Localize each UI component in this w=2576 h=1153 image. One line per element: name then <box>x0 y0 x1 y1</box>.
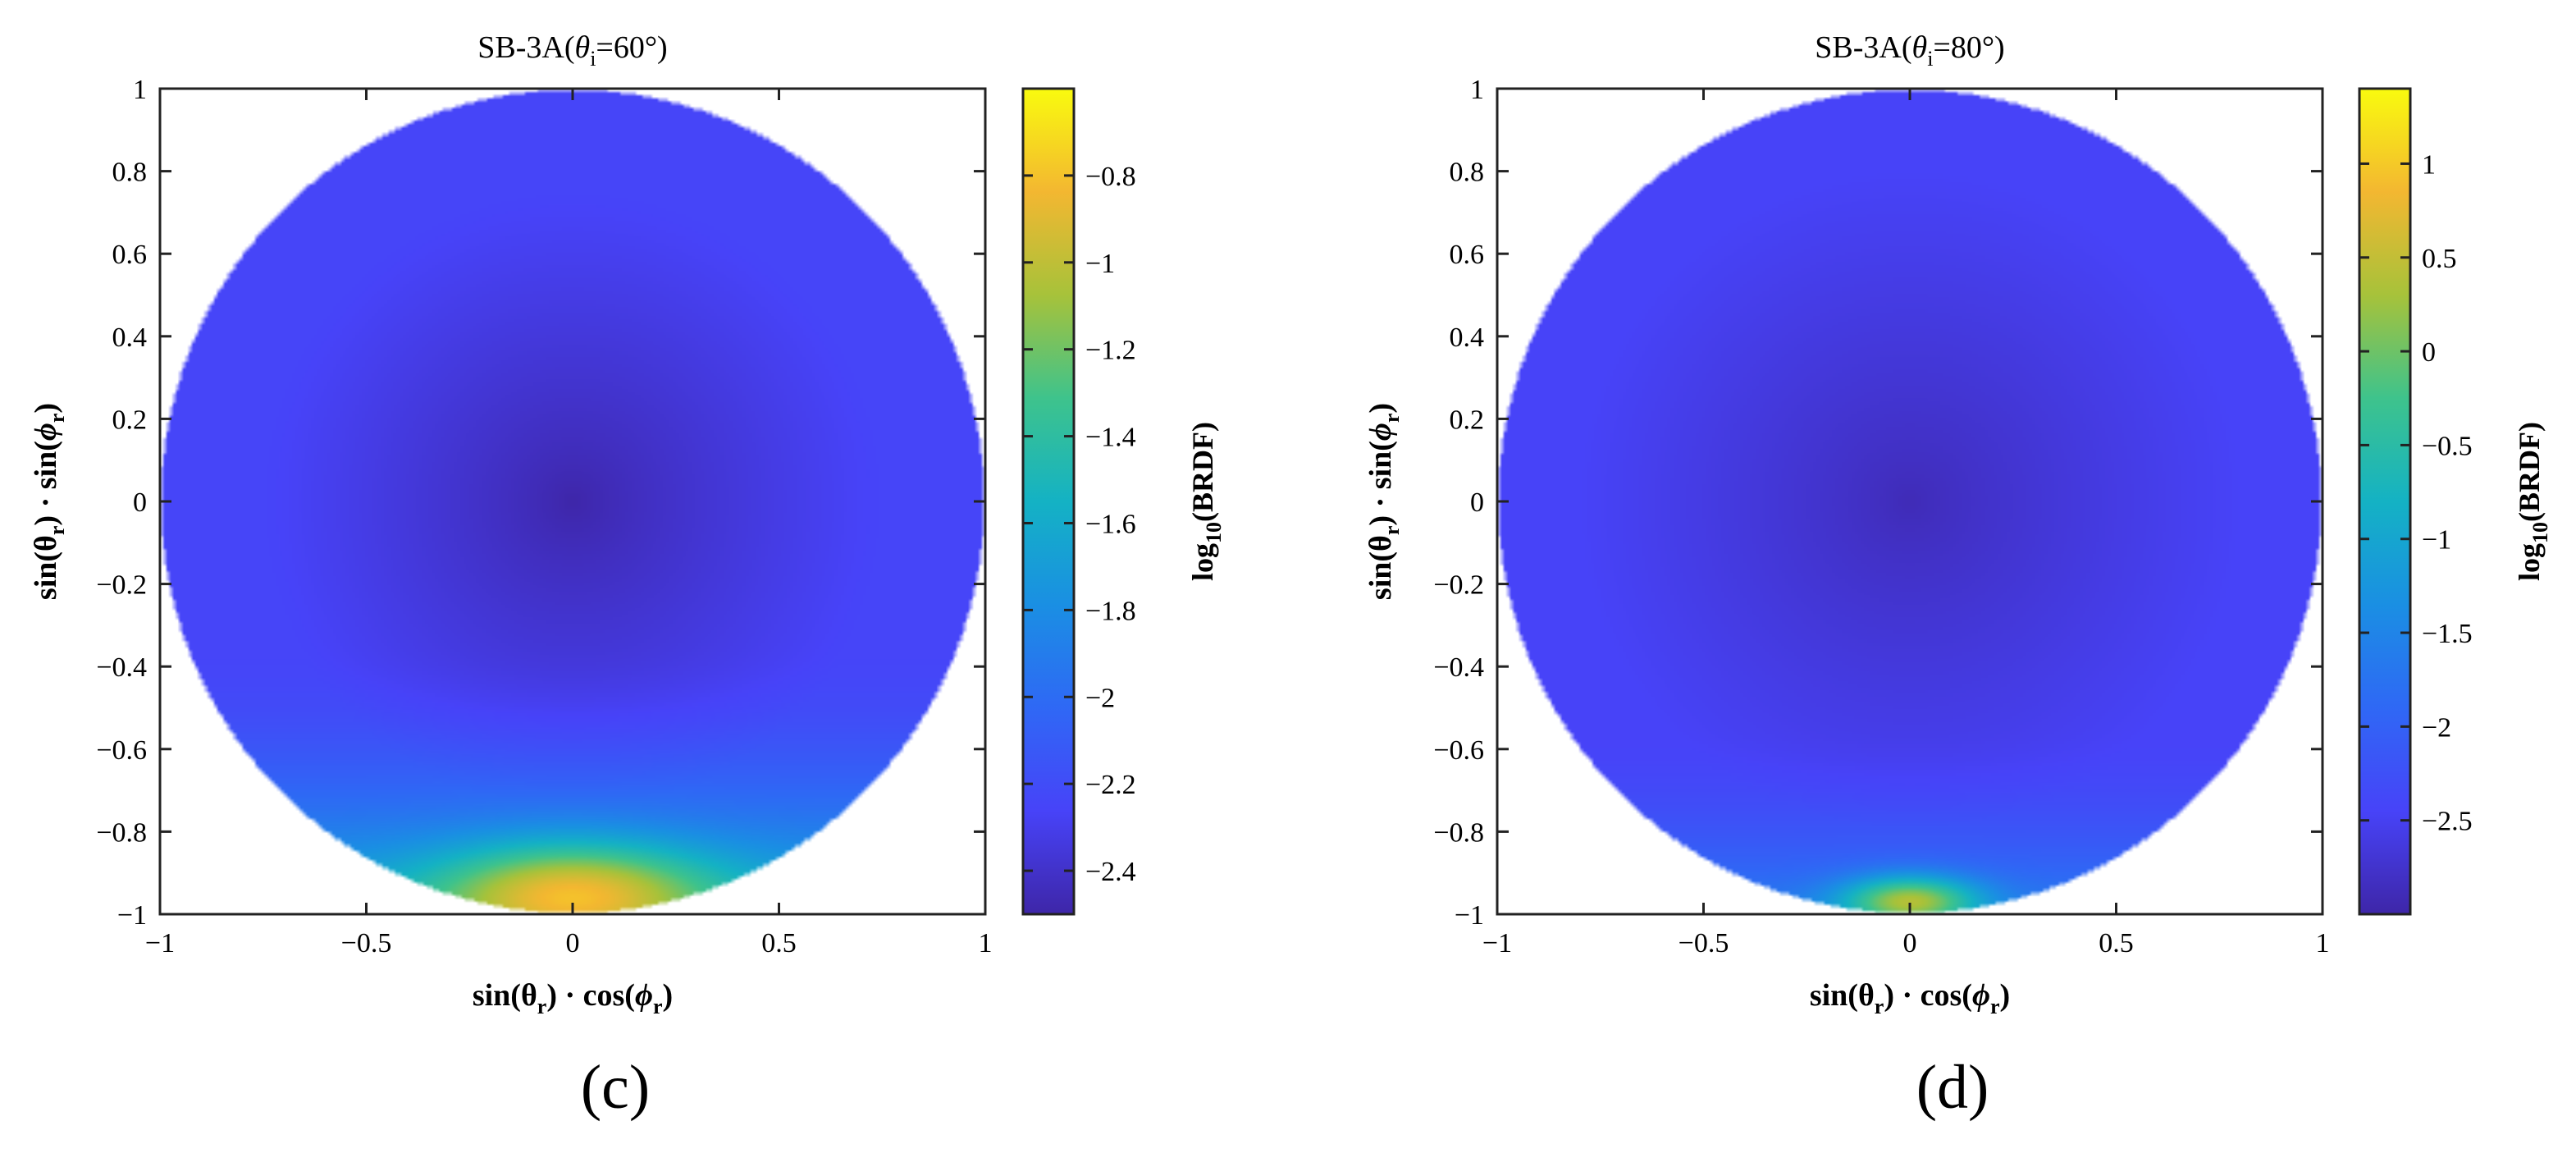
panel-c-title: SB-3A(θi=60°) <box>477 30 667 71</box>
panel-c-colorbar-tick-label: −0.8 <box>1085 162 1136 192</box>
panel-c-ytick-label: −1 <box>117 900 147 931</box>
panel-c-colorbar-tick-label: −2.2 <box>1085 770 1136 800</box>
panel-d-ytick-label: 0.6 <box>1450 240 1485 270</box>
panel-d-axis-ticks: −1 −0.5 0 0.5 1 1 0.8 0.6 0.4 0.2 0 −0.2 −0.4 −0.6 −0.… <box>1433 75 2329 959</box>
panel-d-ytick-label: −0.2 <box>1433 570 1484 601</box>
panel-c-xtick-label: 1 <box>979 928 993 959</box>
panel-c-colorbar-tick-label: −1.6 <box>1085 509 1136 539</box>
panel-d-colorbar-tick-label: −1 <box>2422 525 2451 556</box>
panel-c-colorbar-frame <box>1021 87 1076 916</box>
panel-d-title: SB-3A(θi=80°) <box>1815 30 2004 71</box>
panel-c-xlabel: sin(θr) · cos(ϕr) <box>473 978 673 1018</box>
panel-c-label: (c) <box>581 1053 650 1122</box>
panel-c-xtick-label: −0.5 <box>341 928 392 959</box>
panel-d-ytick-label: −0.6 <box>1433 735 1484 766</box>
panel-c-ytick-label: 0.8 <box>112 158 148 188</box>
panel-c-colorbar-gradient <box>1023 89 1074 914</box>
panel-d-xtick-label: −1 <box>1482 928 1512 959</box>
panel-c-colorbar-tick-label: −1.2 <box>1085 336 1136 366</box>
panel-d-colorbar-tick-label: −2.5 <box>2422 807 2473 837</box>
panel-c: SB-3A(θi=60°) −1 −0.5 0 0.5 110.80.60.40.20−… <box>29 30 1226 1122</box>
panel-c-ytick-label: 0.2 <box>112 405 148 435</box>
panel-c-ytick-label: −0.8 <box>96 817 147 848</box>
panel-d-colorbar-frame <box>2358 87 2412 916</box>
panel-c-ytick-label: −0.6 <box>96 735 147 766</box>
panel-d-colorbar: 1 0.5 0 −0.5 −1 −1.5 −2 −2.5 <box>2358 87 2473 916</box>
panel-d-xtick-label: −0.5 <box>1679 928 1729 959</box>
panel-d-ytick-label: −1 <box>1455 900 1484 931</box>
panel-c-brdf-heatmap <box>160 89 985 914</box>
panel-d-label: (d) <box>1916 1053 1989 1122</box>
panel-d-ytick-label: 0.4 <box>1450 323 1485 353</box>
panel-c-xtick-label: 0.5 <box>761 928 797 959</box>
panel-c-xtick-label: 0 <box>566 928 580 959</box>
panel-d-colorbar-tick-label: 0 <box>2422 337 2436 368</box>
panel-d-colorbar-tick-label: −1.5 <box>2422 619 2473 649</box>
panel-c-ytick-label: −0.2 <box>96 570 147 601</box>
panel-d-ytick-label: 0 <box>1470 487 1484 518</box>
panel-d-colorbar-tick-label: −2 <box>2422 712 2451 743</box>
panel-c-colorbar: −0.8 −1 −1.2 −1.4 −1.6 −1.8 −2 −2.2 −2.4 <box>1021 87 1136 916</box>
panel-c-colorbar-tick-label: −2 <box>1085 683 1115 713</box>
panel-d-colorbar-label: log10(BRDF) <box>2513 422 2552 581</box>
panel-c-colorbar-ticks: −0.8 −1 −1.2 −1.4 −1.6 −1.8 −2 −2.2 −2.4 <box>1023 162 1136 887</box>
panel-d: SB-3A(θi=80°) −1 −0.5 0 0.5 110.80.60.40.20−… <box>1363 30 2552 1122</box>
panel-d-ytick-label: 0.2 <box>1450 405 1485 435</box>
panel-c-axis-ticks: −1 −0.5 0 0.5 1 1 0.8 0.6 0.4 0.2 0 −0.2 −0.4 −0.6 −0.… <box>96 75 992 959</box>
panel-c-ytick-label: 0.4 <box>112 323 148 353</box>
panel-c-colorbar-label: log10(BRDF) <box>1186 422 1226 581</box>
panel-c-colorbar-tick-label: −2.4 <box>1085 857 1136 887</box>
panel-c-ylabel: sin(θr) · sin(ϕr) <box>29 403 69 600</box>
panel-d-xlabel: sin(θr) · cos(ϕr) <box>1810 978 2010 1018</box>
panel-c-ytick-label: 0.6 <box>112 240 148 270</box>
panel-d-colorbar-tick-label: −0.5 <box>2422 431 2473 461</box>
panel-d-xtick-label: 0.5 <box>2099 928 2134 959</box>
panel-c-xtick-label: −1 <box>145 928 175 959</box>
panel-c-ytick-label: −0.4 <box>96 652 147 683</box>
panel-d-ytick-label: −0.8 <box>1433 817 1484 848</box>
panel-d-xtick-label: 0 <box>1903 928 1917 959</box>
panel-d-ytick-label: 1 <box>1470 75 1484 105</box>
panel-d-ylabel: sin(θr) · sin(ϕr) <box>1363 403 1404 600</box>
panel-d-xtick-label: 1 <box>2316 928 2330 959</box>
panel-d-colorbar-tick-label: 0.5 <box>2422 244 2457 274</box>
panel-c-colorbar-tick-label: −1.4 <box>1085 423 1136 453</box>
panel-d-colorbar-gradient <box>2359 89 2410 914</box>
panel-d-plot-area: −1 −0.5 0 0.5 1 1 0.8 0.6 0.4 0.2 0 −0.2 −0.4 −0.6 −0.… <box>1433 75 2329 959</box>
panel-d-colorbar-tick-label: 1 <box>2422 149 2436 180</box>
panel-d-colorbar-ticks: 1 0.5 0 −0.5 −1 −1.5 −2 −2.5 <box>2359 149 2473 837</box>
panel-c-plot-area: −1 −0.5 0 0.5 1 1 0.8 0.6 0.4 0.2 0 −0.2 −0.4 −0.6 −0.… <box>96 75 992 959</box>
panel-c-ytick-label: 1 <box>133 75 147 105</box>
panel-c-colorbar-tick-label: −1 <box>1085 249 1115 279</box>
panel-c-colorbar-tick-label: −1.8 <box>1085 596 1136 626</box>
panel-d-ytick-label: −0.4 <box>1433 652 1484 683</box>
panel-d-brdf-heatmap <box>1497 89 2323 914</box>
panel-c-ytick-label: 0 <box>133 487 147 518</box>
panel-d-ytick-label: 0.8 <box>1450 158 1485 188</box>
